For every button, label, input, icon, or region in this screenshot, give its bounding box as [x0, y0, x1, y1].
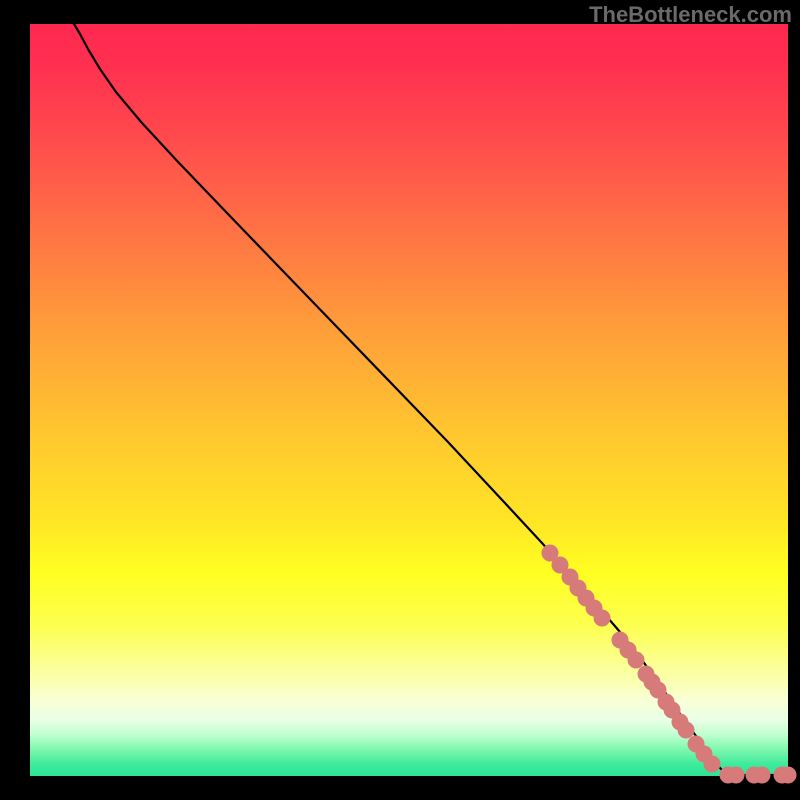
data-marker [628, 652, 645, 669]
data-marker [678, 722, 695, 739]
data-marker [594, 610, 611, 627]
data-marker [728, 767, 745, 784]
watermark-text: TheBottleneck.com [589, 2, 792, 28]
data-marker [780, 767, 797, 784]
data-marker [704, 756, 721, 773]
chart-canvas [0, 0, 800, 800]
plot-background [30, 24, 788, 776]
data-marker [754, 767, 771, 784]
